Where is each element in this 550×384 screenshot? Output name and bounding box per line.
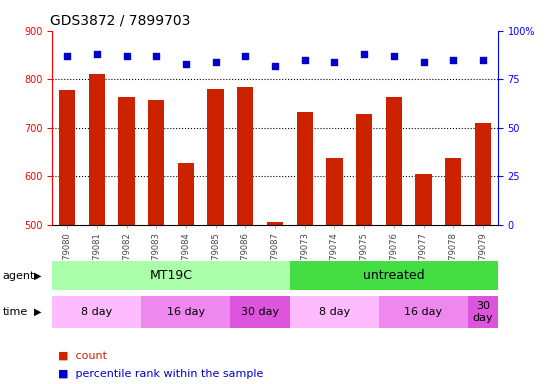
Point	[122, 53, 131, 59]
Bar	[178, 162, 194, 225]
Text: 16 day: 16 day	[404, 307, 443, 317]
Point	[92, 51, 101, 57]
Text: GDS3872 / 7899703: GDS3872 / 7899703	[50, 13, 190, 27]
Text: ▶: ▶	[34, 270, 42, 281]
Point	[449, 57, 458, 63]
Point	[241, 53, 250, 59]
Point	[478, 57, 487, 63]
Bar	[237, 88, 254, 225]
Text: agent: agent	[3, 270, 35, 281]
Point	[330, 59, 339, 65]
Text: 8 day: 8 day	[81, 307, 112, 317]
Point	[182, 61, 190, 67]
Text: 8 day: 8 day	[319, 307, 350, 317]
Point	[300, 57, 309, 63]
Bar	[59, 90, 75, 225]
Text: ■  percentile rank within the sample: ■ percentile rank within the sample	[58, 369, 263, 379]
Bar	[89, 74, 105, 225]
Point	[360, 51, 368, 57]
Text: 16 day: 16 day	[167, 307, 205, 317]
Bar	[475, 123, 491, 225]
Text: untreated: untreated	[363, 269, 425, 282]
Point	[271, 63, 279, 69]
Text: 30 day: 30 day	[241, 307, 279, 317]
Bar	[326, 158, 343, 225]
Text: MT19C: MT19C	[150, 269, 192, 282]
Bar	[148, 99, 164, 225]
Bar	[356, 114, 372, 225]
Point	[152, 53, 161, 59]
Text: ▶: ▶	[34, 307, 42, 317]
Point	[389, 53, 398, 59]
Bar	[296, 112, 313, 225]
Bar	[207, 89, 224, 225]
Text: ■  count: ■ count	[58, 350, 107, 360]
Bar	[118, 97, 135, 225]
Bar	[445, 158, 461, 225]
Bar	[386, 97, 402, 225]
Point	[419, 59, 428, 65]
Text: 30
day: 30 day	[472, 301, 493, 323]
Point	[211, 59, 220, 65]
Text: time: time	[3, 307, 28, 317]
Point	[63, 53, 72, 59]
Bar	[267, 222, 283, 225]
Bar	[415, 174, 432, 225]
